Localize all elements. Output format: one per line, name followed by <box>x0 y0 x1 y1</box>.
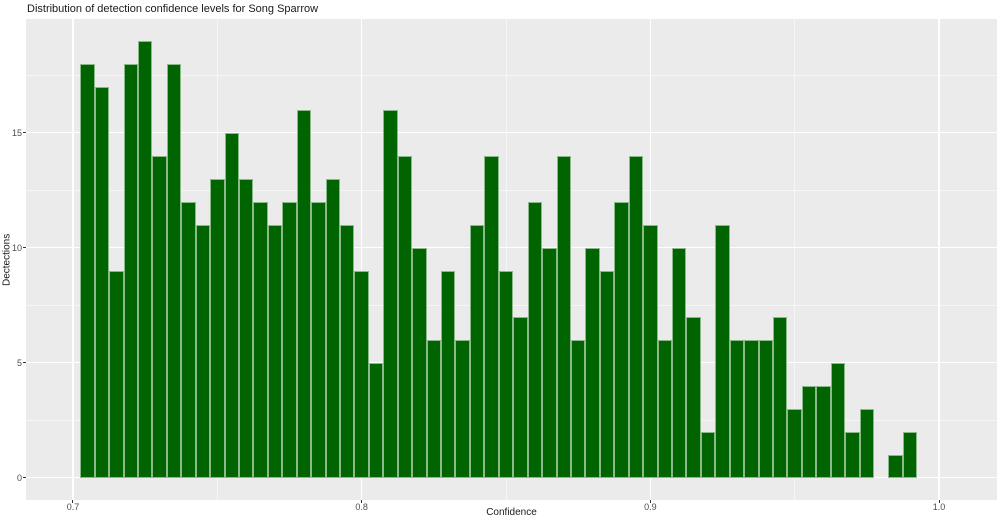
gridline-minor-x <box>505 19 507 500</box>
x-tick-mark <box>361 500 363 503</box>
histogram-bar <box>80 63 95 478</box>
histogram-bar <box>426 339 442 478</box>
histogram-bar <box>195 224 211 478</box>
histogram-bar <box>671 247 687 478</box>
y-tick-mark <box>23 132 26 134</box>
x-axis-title: Confidence <box>486 507 537 518</box>
gridline-major-x <box>360 19 363 500</box>
histogram-bar <box>729 339 745 478</box>
histogram-bar <box>643 224 658 478</box>
gridline-minor-y <box>26 189 997 191</box>
y-tick-label: 15 <box>11 127 22 138</box>
histogram-bar <box>628 155 644 478</box>
histogram-bar <box>123 63 138 478</box>
chart-title: Distribution of detection confidence lev… <box>27 3 319 15</box>
histogram-bar <box>383 109 398 478</box>
histogram-bar <box>340 224 355 478</box>
y-tick-label: 0 <box>16 472 22 483</box>
histogram-bar <box>816 385 831 478</box>
histogram-bar <box>498 270 514 478</box>
histogram-bar <box>845 431 860 478</box>
histogram-bar <box>801 385 817 478</box>
histogram-bar <box>282 201 297 478</box>
gridline-minor-x <box>794 19 796 500</box>
histogram-bar <box>700 431 716 478</box>
histogram-bar <box>152 155 167 478</box>
y-axis-title: Dectections <box>1 233 13 286</box>
histogram-bar <box>412 247 427 478</box>
histogram-bar <box>542 247 557 478</box>
histogram-bar <box>469 224 485 478</box>
gridline-major-y <box>26 476 997 479</box>
histogram-bar <box>109 270 124 478</box>
histogram-bar <box>166 63 182 478</box>
histogram-bar <box>556 155 571 478</box>
x-tick-label: 0.8 <box>355 502 368 512</box>
histogram-bar <box>859 408 875 478</box>
y-tick-label: 10 <box>11 242 22 253</box>
histogram-bar <box>715 224 730 478</box>
histogram-bar <box>614 201 629 478</box>
x-tick-label: 0.9 <box>644 502 657 512</box>
histogram-bar <box>210 178 225 478</box>
histogram-bar <box>902 431 918 478</box>
x-tick-label: 1.0 <box>932 502 946 512</box>
gridline-major-y <box>26 131 997 134</box>
histogram-bar <box>354 270 369 478</box>
histogram-bar <box>513 316 528 478</box>
histogram-bar <box>599 270 615 478</box>
y-tick-mark <box>23 362 26 364</box>
gridline-major-x <box>938 19 940 500</box>
histogram-bar <box>758 339 773 478</box>
histogram-bar <box>773 316 788 478</box>
y-tick-mark <box>23 247 26 249</box>
histogram-bar <box>585 247 600 478</box>
histogram-bar <box>830 362 846 478</box>
y-tick-mark <box>23 477 26 479</box>
x-tick-mark <box>72 500 74 503</box>
x-tick-mark <box>649 500 651 503</box>
histogram-bar <box>397 155 413 478</box>
histogram-bar <box>888 454 903 478</box>
histogram-bar <box>325 178 340 478</box>
histogram-bar <box>238 178 254 478</box>
histogram-bar <box>570 339 586 478</box>
histogram-bar <box>787 408 802 478</box>
histogram-bar <box>94 86 110 478</box>
histogram-bar <box>253 201 268 478</box>
gridline-major-y <box>26 246 997 249</box>
histogram-bar <box>686 316 701 478</box>
x-tick-mark <box>938 500 940 503</box>
x-tick-label: 0.7 <box>66 502 80 512</box>
histogram-bar <box>267 224 283 478</box>
histogram-bar <box>484 155 499 478</box>
histogram-bar <box>744 339 759 478</box>
histogram-bar <box>224 132 239 478</box>
histogram-bar <box>368 362 384 478</box>
y-tick-label: 5 <box>16 357 22 368</box>
gridline-major-x <box>72 19 74 500</box>
histogram-bar <box>137 40 153 478</box>
histogram-bar <box>441 270 456 478</box>
histogram-bar <box>527 201 543 478</box>
histogram-bar <box>181 201 196 478</box>
gridline-minor-y <box>26 74 997 76</box>
histogram-bar <box>296 109 312 478</box>
histogram-bar <box>455 339 470 478</box>
histogram-bar <box>311 201 326 478</box>
histogram-bar <box>657 339 672 478</box>
plot-panel <box>26 19 997 500</box>
